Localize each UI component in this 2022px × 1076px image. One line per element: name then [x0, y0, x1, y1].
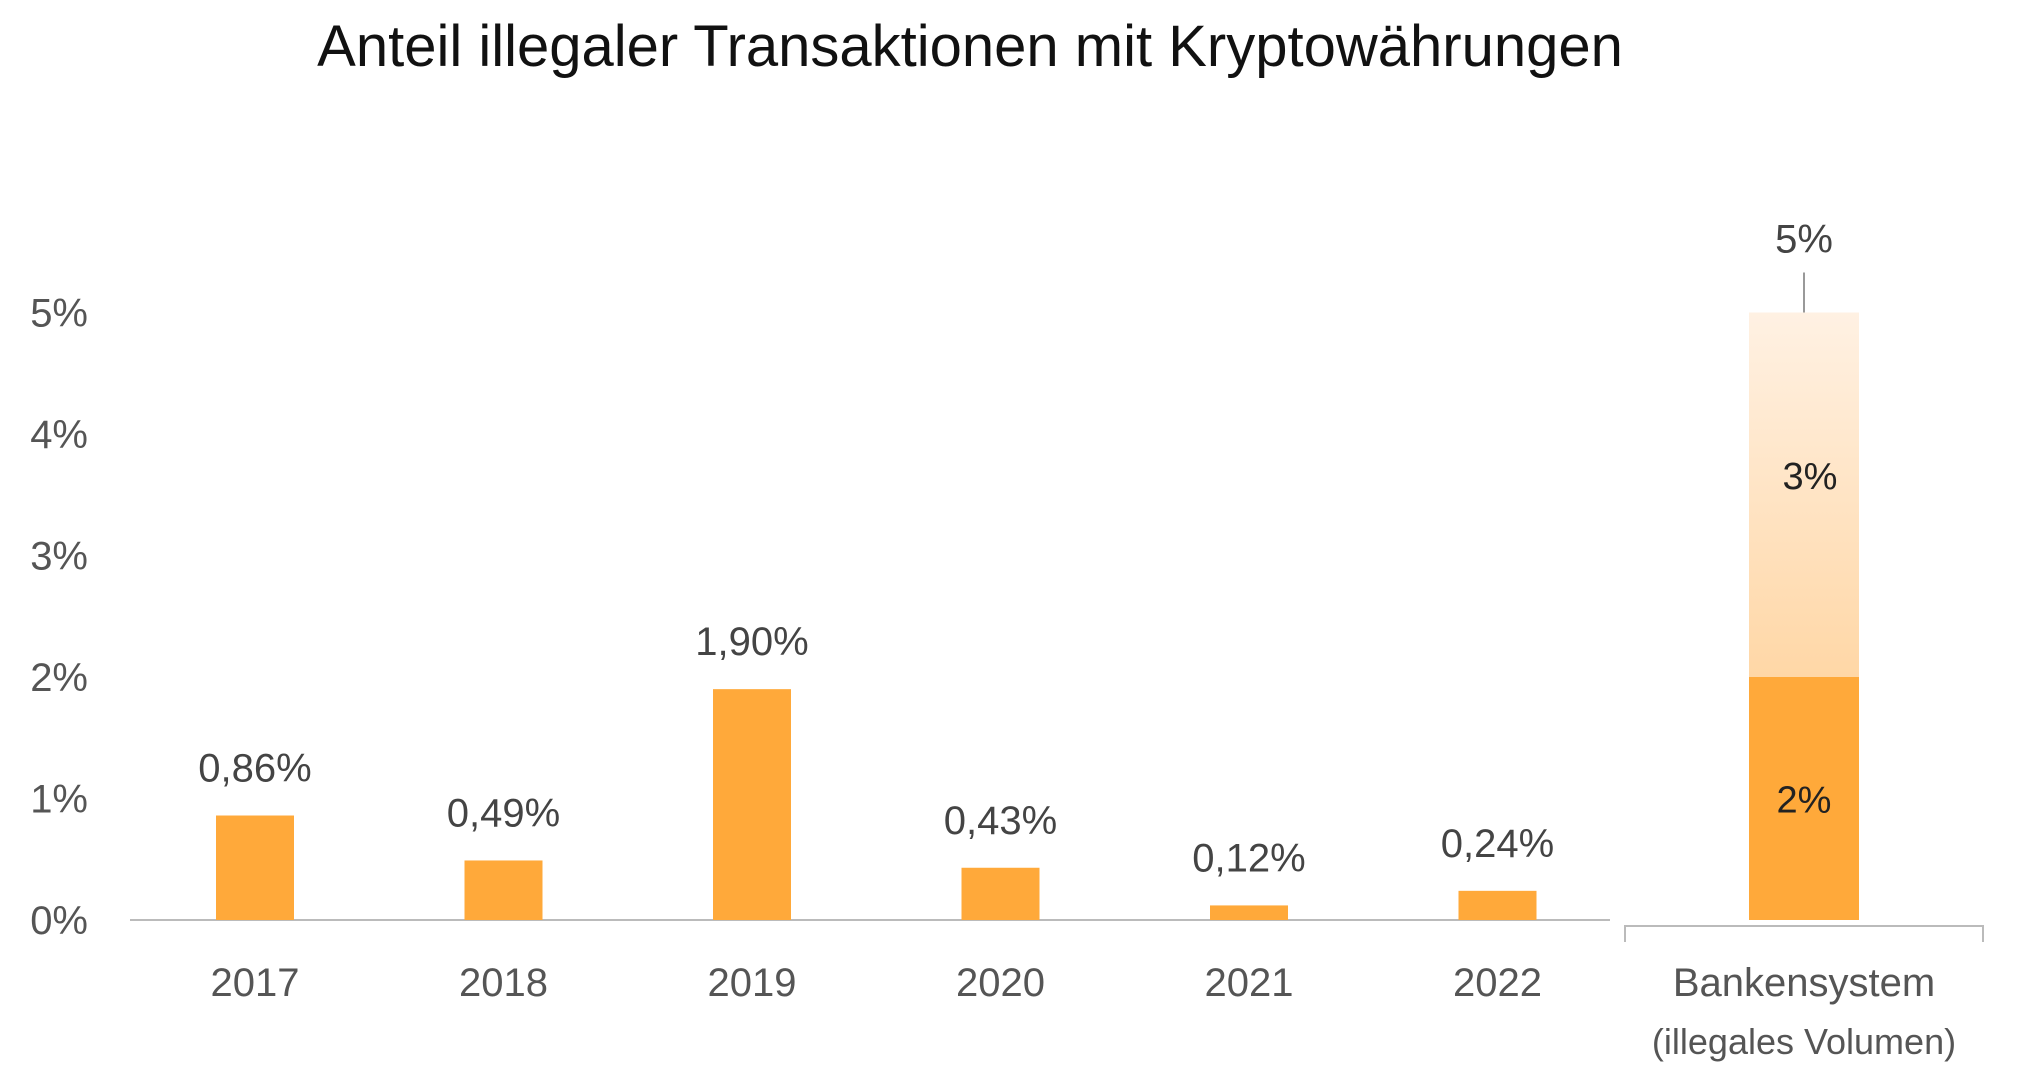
bar-layer	[216, 312, 1859, 920]
x-tick-label-bankensystem: Bankensystem	[1673, 961, 1935, 1005]
stacked-segment-upper	[1749, 312, 1859, 677]
bar-2018	[464, 860, 543, 920]
data-label-2018: 0,49%	[447, 791, 560, 835]
bracket-axis-line	[1624, 925, 1984, 942]
data-label-2019: 1,90%	[695, 620, 808, 664]
y-tick-label: 0%	[30, 899, 88, 943]
x-tick-label-2019: 2019	[708, 961, 797, 1005]
y-tick-label: 3%	[30, 535, 88, 579]
segment-label-lower: 2%	[1777, 780, 1832, 822]
x-tick-label-2022: 2022	[1453, 961, 1542, 1005]
stacked-segment-lower	[1749, 677, 1859, 920]
segment-label-upper: 3%	[1783, 456, 1838, 498]
bar-2017	[216, 815, 294, 920]
x-tick-label-2018: 2018	[459, 961, 548, 1005]
axis-layer: 0% 1% 2% 3% 4% 5%	[30, 292, 1984, 943]
bar-2020	[961, 867, 1040, 920]
x-tick-label-2021: 2021	[1205, 961, 1294, 1005]
y-tick-label: 5%	[30, 292, 88, 336]
bar-2019	[713, 689, 791, 920]
x-tick-label-2020: 2020	[956, 961, 1045, 1005]
x-tick-sublabel-bankensystem: (illegales Volumen)	[1652, 1021, 1956, 1062]
y-tick-label: 1%	[30, 778, 88, 822]
chart-title: Anteil illegaler Transaktionen mit Krypt…	[317, 14, 1623, 79]
y-tick-label: 4%	[30, 413, 88, 457]
data-label-2022: 0,24%	[1441, 822, 1554, 866]
total-label: 5%	[1775, 218, 1833, 262]
data-label-2020: 0,43%	[944, 799, 1057, 843]
bar-2022	[1458, 890, 1537, 920]
label-layer: 0,86% 2017 0,49% 2018 1,90% 2019 0,43% 2020 0,12…	[198, 218, 1956, 1063]
bar-2021	[1210, 905, 1288, 920]
data-label-2021: 0,12%	[1192, 836, 1305, 880]
data-label-2017: 0,86%	[198, 747, 311, 791]
x-tick-label-2017: 2017	[211, 961, 300, 1005]
y-tick-label: 2%	[30, 656, 88, 700]
